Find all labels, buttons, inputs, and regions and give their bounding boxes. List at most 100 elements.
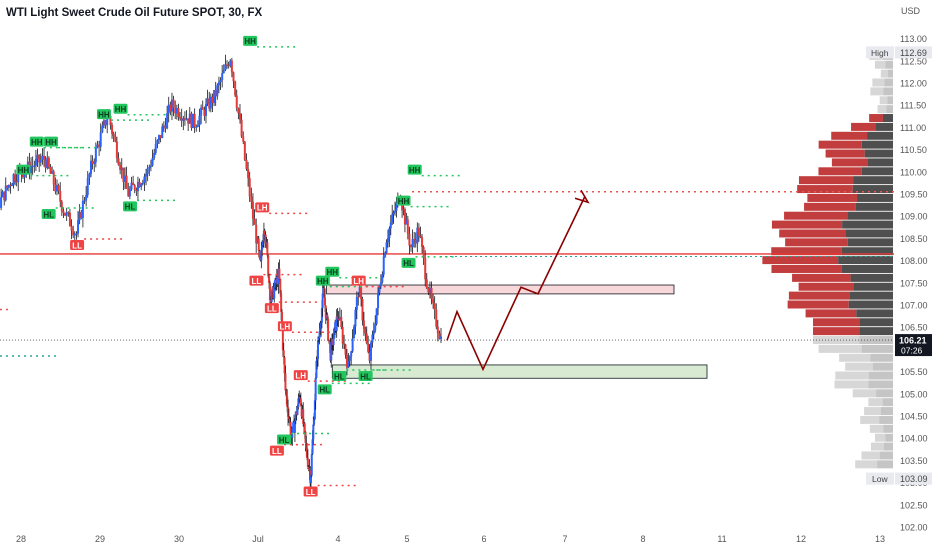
candle-body <box>367 343 370 352</box>
candle-body <box>70 226 73 231</box>
candle-body <box>96 144 99 148</box>
candle-body <box>64 212 67 216</box>
candle-body <box>216 85 219 97</box>
candle-body <box>245 159 248 169</box>
candle-body <box>386 237 389 243</box>
swing-label-badge <box>96 109 111 120</box>
volume-profile-bar <box>841 264 893 273</box>
candle-body <box>31 165 34 167</box>
candle-body <box>385 242 388 253</box>
volume-profile-bar <box>835 371 869 380</box>
swing-label: HL <box>125 203 136 212</box>
candle-body <box>169 104 172 112</box>
candle-body <box>326 314 329 319</box>
candle-body <box>281 311 284 328</box>
candle-body <box>268 276 271 283</box>
candle-body <box>394 210 397 213</box>
volume-profile-bar <box>872 362 893 371</box>
volume-profile-bar <box>885 60 893 69</box>
swing-label-badge <box>277 321 292 332</box>
candle-body <box>321 293 324 309</box>
candle-body <box>278 268 281 279</box>
volume-profile-bar <box>785 238 848 247</box>
candle-body <box>99 132 102 147</box>
y-tick-label: 108.50 <box>900 234 928 244</box>
supply-zone[interactable] <box>326 284 675 295</box>
candle-body <box>318 331 321 339</box>
candle-body <box>143 176 146 183</box>
candle-body <box>435 309 438 327</box>
candle-body <box>0 197 3 208</box>
candle-body <box>287 416 290 419</box>
y-tick-label: 112.50 <box>900 56 927 66</box>
candle-body <box>297 398 300 408</box>
candle-body <box>368 351 371 361</box>
x-tick-label: 11 <box>717 534 726 544</box>
swing-label: HL <box>319 386 330 395</box>
volume-profile-bar <box>885 433 893 442</box>
candle-body <box>410 245 413 248</box>
candle-body <box>80 211 83 219</box>
x-tick-label: 4 <box>335 534 340 544</box>
candle-body <box>120 167 123 171</box>
candle-body <box>81 200 84 219</box>
candle-body <box>161 126 164 138</box>
x-tick-label: 28 <box>16 534 26 544</box>
candle-body <box>388 228 391 238</box>
y-tick-label: 103.50 <box>900 456 928 466</box>
candle-body <box>340 316 343 327</box>
x-tick-label: 30 <box>174 534 184 544</box>
candle-body <box>389 222 392 229</box>
volume-profile-bar <box>771 247 842 256</box>
volume-profile-bar <box>857 193 893 202</box>
candle-body <box>279 278 282 294</box>
candle-body <box>310 454 313 476</box>
candle-body <box>187 118 190 124</box>
candle-body <box>44 159 47 169</box>
projection-path[interactable] <box>446 195 586 372</box>
candle-body <box>384 252 387 257</box>
candle-body <box>38 154 41 163</box>
volume-profile-bar <box>807 193 858 202</box>
swing-label-badge <box>358 371 373 382</box>
candle-body <box>313 400 316 419</box>
x-tick-label: 6 <box>481 534 486 544</box>
candle-body <box>287 407 290 417</box>
candle-body <box>4 185 7 201</box>
candle-body <box>402 209 405 211</box>
candle-body <box>68 212 71 227</box>
candle-body <box>67 212 70 214</box>
swing-label-badge <box>332 371 347 382</box>
candle-body <box>320 322 323 329</box>
candle-body <box>36 154 39 159</box>
candle-body <box>55 185 58 192</box>
candle-body <box>179 117 182 119</box>
volume-profile-bar <box>877 460 893 469</box>
x-tick-label: 5 <box>404 534 409 544</box>
demand-zone[interactable] <box>331 364 708 379</box>
volume-profile-bar <box>813 336 860 345</box>
candle-body <box>15 181 18 183</box>
x-tick-label: 12 <box>796 534 806 544</box>
candle-body <box>280 293 283 312</box>
y-tick-label: 113.00 <box>900 34 927 44</box>
volume-profile-bar <box>860 415 880 424</box>
candle-body <box>86 177 89 196</box>
candle-body <box>47 157 50 168</box>
volume-profile-bar <box>856 309 893 318</box>
candle-body <box>111 124 114 134</box>
candle-body <box>316 358 319 361</box>
candle-body <box>416 227 419 244</box>
swing-label: LL <box>272 447 282 456</box>
volume-profile-bar <box>859 327 893 336</box>
swing-label: LH <box>295 371 306 380</box>
swing-label-badge <box>351 275 366 286</box>
last-price-badge[interactable] <box>895 334 932 357</box>
candle-body <box>192 113 195 128</box>
volume-profile-bar <box>870 87 884 96</box>
candle-body <box>303 423 306 432</box>
candle-body <box>49 167 52 174</box>
swing-label-badge <box>243 35 258 46</box>
candle-body <box>213 89 216 104</box>
